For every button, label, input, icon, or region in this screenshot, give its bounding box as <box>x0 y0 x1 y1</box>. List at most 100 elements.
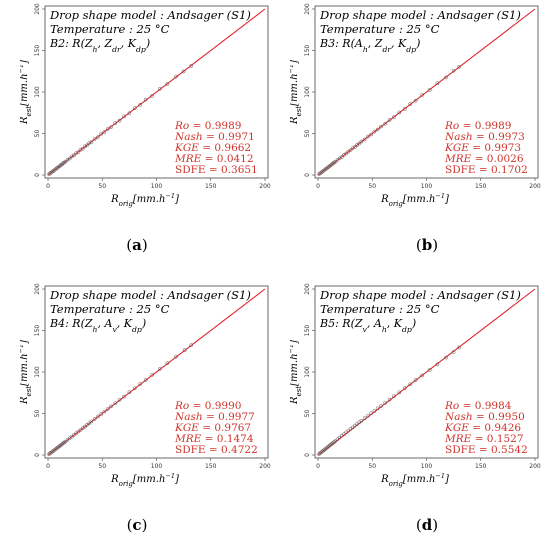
data-point <box>435 81 440 86</box>
data-point <box>105 407 110 411</box>
data-point <box>372 409 377 413</box>
stat-kge: KGE = 0.9426 <box>444 422 521 434</box>
data-point <box>383 400 388 405</box>
stat-sdfe: SDFE = 0.5542 <box>445 444 528 456</box>
panel-caption: (a) <box>126 236 148 254</box>
model-header: Drop shape model : Andsager (S1) <box>319 288 521 302</box>
data-point <box>143 378 148 382</box>
data-point <box>413 98 418 103</box>
data-point <box>457 65 461 69</box>
data-point <box>332 440 337 444</box>
x-tick-label: 150 <box>205 183 217 190</box>
data-point <box>451 350 456 354</box>
x-tick-label: 50 <box>98 463 106 470</box>
combination-label: B3: R(Ah, Zdr, Kdp) <box>319 37 420 54</box>
data-point <box>132 106 137 111</box>
stat-kge: KGE = 0.9767 <box>174 422 251 434</box>
one-to-one-line <box>47 8 266 176</box>
data-point <box>138 382 143 386</box>
temperature-header: Temperature : 25 °C <box>320 22 440 36</box>
data-point <box>87 141 92 145</box>
y-tick-label: 150 <box>34 325 41 337</box>
data-point <box>62 160 67 165</box>
data-point <box>80 146 85 151</box>
stat-mre: MRE = 0.0026 <box>444 153 524 165</box>
data-point <box>83 144 87 149</box>
data-point <box>342 432 346 437</box>
data-point <box>435 362 440 367</box>
data-point <box>427 87 432 92</box>
y-tick-label: 0 <box>304 453 311 457</box>
data-point <box>362 137 367 142</box>
y-axis-label: Rest[mm.h−1] <box>290 340 303 405</box>
x-tick-label: 150 <box>475 183 487 190</box>
x-tick-label: 100 <box>151 183 163 190</box>
y-tick-label: 0 <box>34 453 41 457</box>
data-point <box>127 111 132 116</box>
temperature-header: Temperature : 25 °C <box>50 302 170 316</box>
y-tick-label: 100 <box>304 366 311 378</box>
data-point <box>372 129 377 134</box>
chart-panel: 0 50 100 150 200 0 50 100 150 200 Drop shape model… <box>20 282 275 494</box>
scatter-plot: 0 50 100 150 200 0 50 100 150 200 Drop shape model… <box>290 3 541 208</box>
y-tick-label: 150 <box>34 45 41 57</box>
data-point <box>375 406 380 411</box>
data-point <box>62 440 67 445</box>
model-header: Drop shape model : Andsager (S1) <box>49 288 251 302</box>
x-axis-label: Rorig[mm.h−1] <box>110 472 179 488</box>
y-axis-label: Rest[mm.h−1] <box>20 60 33 125</box>
data-point <box>117 118 122 123</box>
data-point <box>379 404 383 408</box>
data-point <box>157 367 162 371</box>
data-point <box>99 412 104 416</box>
data-point <box>70 434 74 439</box>
data-point <box>96 135 100 139</box>
y-tick-label: 50 <box>34 410 41 418</box>
data-point <box>408 382 413 387</box>
x-axis-label: Rorig[mm.h−1] <box>380 192 449 208</box>
y-axis-label: Rest[mm.h−1] <box>290 60 303 125</box>
x-tick-label: 100 <box>421 183 433 190</box>
x-tick-label: 100 <box>151 463 163 470</box>
y-tick-label: 0 <box>34 173 41 177</box>
data-point <box>344 151 349 156</box>
y-tick-label: 150 <box>304 325 311 337</box>
data-point <box>83 424 87 429</box>
stat-nash: Nash = 0.9950 <box>444 411 525 423</box>
y-tick-label: 200 <box>304 3 311 15</box>
data-point <box>132 386 137 391</box>
data-point <box>113 121 118 125</box>
data-point <box>122 114 126 119</box>
stat-ro: Ro = 0.9989 <box>174 120 241 132</box>
chart-panel: 0 50 100 150 200 0 50 100 150 200 Drop shape model… <box>290 2 545 214</box>
stat-ro: Ro = 0.9984 <box>444 400 512 412</box>
data-point <box>109 125 113 130</box>
panel-caption: (d) <box>415 516 439 534</box>
stat-kge: KGE = 0.9662 <box>174 142 251 154</box>
stat-nash: Nash = 0.9977 <box>174 411 255 423</box>
x-tick-label: 100 <box>421 463 433 470</box>
x-tick-label: 150 <box>205 463 217 470</box>
stat-nash: Nash = 0.9971 <box>174 131 255 143</box>
model-header: Drop shape model : Andsager (S1) <box>49 8 251 22</box>
y-tick-label: 50 <box>304 410 311 418</box>
data-point <box>408 102 413 106</box>
data-point <box>337 435 342 440</box>
data-point <box>102 409 107 414</box>
stat-sdfe: SDFE = 0.4722 <box>175 444 258 456</box>
data-point <box>383 121 388 126</box>
data-point <box>413 378 418 382</box>
data-point <box>353 145 357 149</box>
stat-nash: Nash = 0.9973 <box>444 131 525 143</box>
data-point <box>392 394 396 399</box>
data-point <box>375 127 380 132</box>
data-point <box>346 428 351 433</box>
data-point <box>387 397 392 402</box>
data-point <box>397 390 402 395</box>
data-point <box>67 156 72 161</box>
y-tick-label: 200 <box>34 3 41 15</box>
stat-kge: KGE = 0.9973 <box>444 142 521 154</box>
data-point <box>402 386 407 390</box>
y-tick-label: 100 <box>34 86 41 98</box>
data-point <box>99 131 104 136</box>
